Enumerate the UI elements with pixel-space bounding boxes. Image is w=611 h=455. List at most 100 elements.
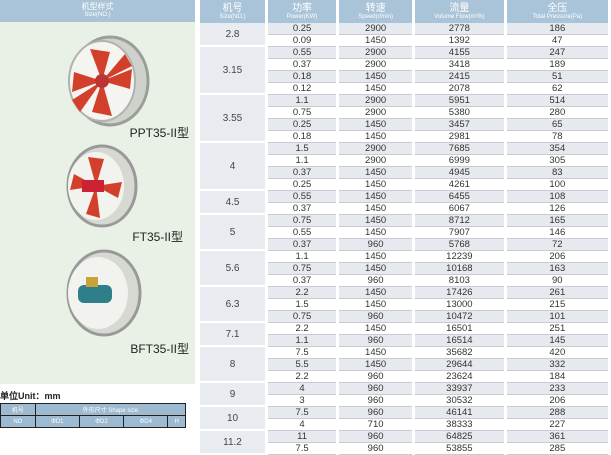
size-cell: 7.1: [200, 323, 266, 347]
pressure-cell: 247: [506, 47, 608, 59]
model-panel: 机型样式 Size(NO.) PPT35-II型 FT35-II型 BFT35-…: [0, 0, 195, 438]
power-cell: 2.2: [268, 287, 337, 299]
table-row: 0.09 1450 1392 47: [200, 35, 608, 47]
power-cell: 0.12: [268, 83, 337, 95]
flow-cell: 16501: [415, 323, 504, 335]
table-row: 1.5 1450 13000 215: [200, 299, 608, 311]
speed-cell: 2900: [339, 107, 413, 119]
table-row: 5.6 1.1 1450 12239 206: [200, 251, 608, 287]
model-header-en: Size(NO.): [84, 12, 111, 18]
speed-cell: 2900: [339, 59, 413, 71]
speed-cell: 1450: [339, 167, 413, 179]
power-cell: 1.1: [268, 251, 337, 263]
ppt35-fan-image: [68, 35, 150, 127]
pressure-cell: 215: [506, 299, 608, 311]
pressure-cell: 163: [506, 263, 608, 275]
flow-cell: 17426: [415, 287, 504, 299]
flow-cell: 35682: [415, 347, 504, 359]
speed-cell: 710: [339, 419, 413, 431]
header-en: Total Pressure(Pa): [532, 13, 583, 20]
header-cn: 全压: [547, 2, 568, 14]
table-row: 9 4 960 33937 233: [200, 383, 608, 407]
header-cn: 功率: [292, 2, 313, 14]
table-row: 0.25 1450 3457 65: [200, 119, 608, 131]
power-cell: 1.5: [268, 143, 337, 155]
power-cell: 0.75: [268, 263, 337, 275]
pressure-cell: 206: [506, 251, 608, 263]
pressure-cell: 78: [506, 131, 608, 143]
flow-cell: 4261: [415, 179, 504, 191]
table-row: 4.5 0.55 1450 6455 108: [200, 191, 608, 215]
speed-cell: 960: [339, 275, 413, 287]
flow-cell: 2981: [415, 131, 504, 143]
power-cell: 0.75: [268, 311, 337, 323]
shape-header: H: [167, 415, 186, 428]
flow-cell: 33937: [415, 383, 504, 395]
power-cell: 4: [268, 383, 337, 395]
flow-cell: 16514: [415, 335, 504, 347]
speed-cell: 960: [339, 431, 413, 443]
table-row: 10 7.5 960 46141 288: [200, 407, 608, 431]
table-row: 4 1.5 2900 7685 354: [200, 143, 608, 191]
table-row: 5 0.75 1450 8712 165: [200, 215, 608, 251]
pressure-cell: 227: [506, 419, 608, 431]
pressure-cell: 83: [506, 167, 608, 179]
model-header: 机型样式 Size(NO.): [0, 0, 195, 22]
pressure-cell: 184: [506, 371, 608, 383]
speed-cell: 960: [339, 383, 413, 395]
performance-table: 机号 Size(NO.) 功率 Power(KW) 转速 Speed(r/min) 流量 Vo…: [197, 0, 611, 455]
pressure-cell: 126: [506, 203, 608, 215]
table-row: 0.18 1450 2981 78: [200, 131, 608, 143]
flow-cell: 10168: [415, 263, 504, 275]
table-row: 0.75 1450 10168 163: [200, 263, 608, 275]
speed-cell: 2900: [339, 23, 413, 35]
flow-cell: 2778: [415, 23, 504, 35]
model-header-cn: 机型样式: [81, 2, 114, 11]
pressure-cell: 189: [506, 59, 608, 71]
size-cell: 3.55: [200, 95, 266, 143]
speed-cell: 1450: [339, 119, 413, 131]
table-row: 3.55 1.1 2900 5951 514: [200, 95, 608, 143]
speed-cell: 1450: [339, 215, 413, 227]
speed-cell: 960: [339, 371, 413, 383]
power-cell: 0.18: [268, 71, 337, 83]
table-row: 0.25 1450 4261 100: [200, 179, 608, 191]
power-cell: 7.5: [268, 347, 337, 359]
speed-cell: 1450: [339, 203, 413, 215]
header-cn: 流量: [449, 2, 470, 14]
flow-cell: 4945: [415, 167, 504, 179]
power-cell: 0.55: [268, 227, 337, 239]
size-cell: 5: [200, 215, 266, 251]
pressure-cell: 101: [506, 311, 608, 323]
shape-header: NO: [0, 415, 36, 428]
power-cell: 0.75: [268, 107, 337, 119]
table-row: 0.75 960 10472 101: [200, 311, 608, 323]
power-cell: 0.37: [268, 59, 337, 71]
size-cell: 3.15: [200, 47, 266, 95]
flow-cell: 3457: [415, 119, 504, 131]
table-row: 4 710 38333 227: [200, 419, 608, 431]
table-row: 0.37 1450 4945 83: [200, 167, 608, 179]
speed-cell: 1450: [339, 347, 413, 359]
pressure-cell: 100: [506, 179, 608, 191]
flow-cell: 23624: [415, 371, 504, 383]
header-power: 功率 Power(KW): [268, 0, 337, 23]
flow-cell: 1392: [415, 35, 504, 47]
speed-cell: 1450: [339, 263, 413, 275]
speed-cell: 2900: [339, 47, 413, 59]
flow-cell: 10472: [415, 311, 504, 323]
power-cell: 0.55: [268, 47, 337, 59]
flow-cell: 5768: [415, 239, 504, 251]
flow-cell: 46141: [415, 407, 504, 419]
power-cell: 0.75: [268, 215, 337, 227]
speed-cell: 960: [339, 311, 413, 323]
ft35-fan-image: [66, 144, 138, 228]
flow-cell: 8103: [415, 275, 504, 287]
table-row: 3.15 0.55 2900 4155 247: [200, 47, 608, 95]
table-row: 6.3 2.2 1450 17426 261: [200, 287, 608, 323]
pressure-cell: 305: [506, 155, 608, 167]
fan-images: PPT35-II型 FT35-II型 BFT35-II型: [0, 22, 195, 384]
power-cell: 7.5: [268, 407, 337, 419]
pressure-cell: 51: [506, 71, 608, 83]
pressure-cell: 47: [506, 35, 608, 47]
